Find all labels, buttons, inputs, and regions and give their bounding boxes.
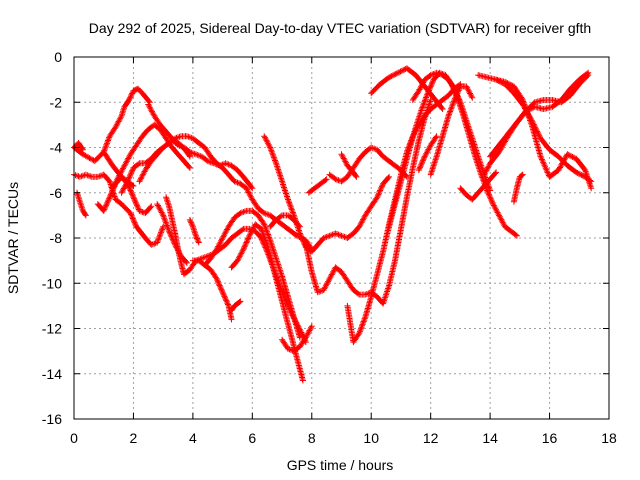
y-tick-label: -14: [42, 366, 62, 382]
series-arc-24: [326, 144, 410, 185]
x-tick-label: 10: [363, 430, 379, 446]
y-tick-label: -8: [50, 230, 63, 246]
series-arc-36: [487, 69, 592, 160]
x-tick-label: 8: [308, 430, 316, 446]
x-tick-label: 4: [189, 430, 197, 446]
chart-title: Day 292 of 2025, Sidereal Day-to-day VTE…: [89, 20, 591, 36]
y-tick-label: -10: [42, 275, 62, 291]
y-tick-label: -6: [50, 185, 63, 201]
series-arc-16: [201, 207, 303, 341]
x-axis-label: GPS time / hours: [287, 457, 394, 473]
series-arc-8: [109, 121, 193, 192]
x-tick-label: 2: [130, 430, 138, 446]
series-arc-17: [228, 298, 244, 314]
grid-lines: [74, 57, 609, 419]
series-arc-10: [136, 133, 315, 253]
y-tick-label: -16: [42, 411, 62, 427]
axis-ticks: 0 2 4 6 8 10 12 14 16 18 0 -2 -4 -6 -8 -10 -12 -14 -16: [42, 49, 617, 446]
series-arc-37: [510, 171, 526, 205]
series-arc-12: [163, 194, 187, 278]
series-arc-14: [189, 257, 235, 323]
x-tick-label: 14: [482, 430, 498, 446]
series-arc-15: [186, 216, 202, 246]
y-tick-label: -4: [50, 140, 63, 156]
series-arc-34: [493, 76, 595, 192]
x-tick-label: 16: [542, 430, 558, 446]
data-marks: [71, 65, 595, 384]
y-tick-label: -2: [50, 94, 63, 110]
y-axis-label: SDTVAR / TECUs: [5, 182, 21, 294]
series-arc-23: [305, 176, 330, 196]
series-arc-30: [427, 83, 476, 178]
x-tick-label: 0: [70, 430, 78, 446]
series-arc-3: [74, 189, 89, 219]
x-tick-label: 18: [601, 430, 617, 446]
series-arc-20: [261, 133, 393, 255]
x-tick-label: 12: [423, 430, 439, 446]
series-arc-22: [302, 97, 434, 307]
y-tick-label: -12: [42, 321, 62, 337]
series-arc-32: [457, 169, 500, 203]
series-arc-21: [279, 323, 315, 355]
series-arc-18: [228, 221, 306, 384]
y-tick-label: 0: [54, 49, 62, 65]
series-arc-25: [338, 151, 360, 180]
series-arc-31: [415, 133, 440, 174]
series-arc-6: [100, 85, 153, 155]
x-tick-label: 6: [248, 430, 256, 446]
